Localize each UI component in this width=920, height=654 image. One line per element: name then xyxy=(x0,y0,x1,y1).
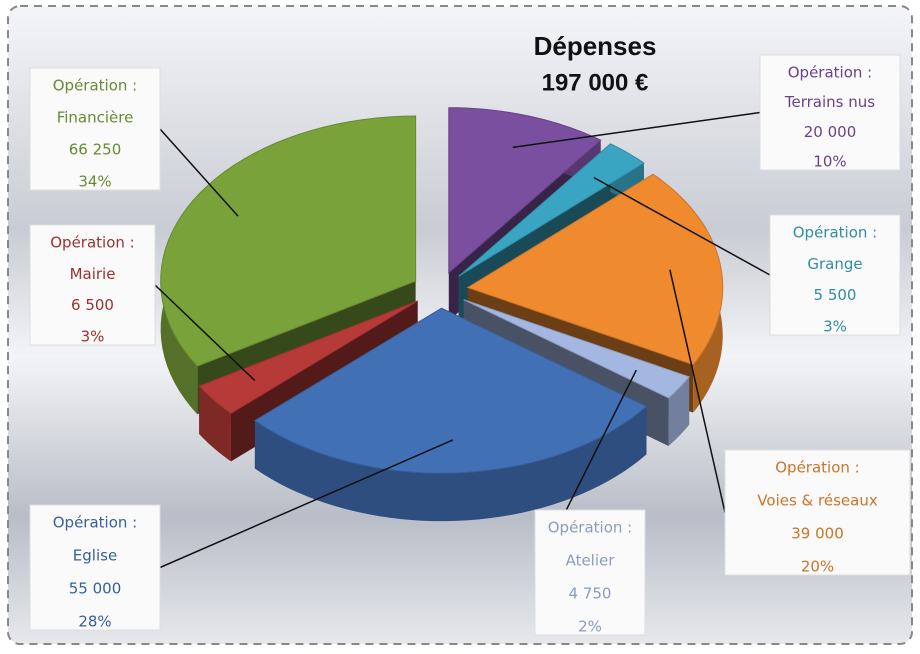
category-label: Mairie xyxy=(70,265,116,283)
category-label: Terrains nus xyxy=(784,93,875,111)
slice xyxy=(198,300,418,414)
leader-line xyxy=(593,176,771,276)
percent-label: 20% xyxy=(801,558,834,576)
leader-line xyxy=(512,111,761,149)
percent-label: 2% xyxy=(578,618,602,636)
percent-label: 3% xyxy=(81,328,105,346)
leader-line xyxy=(669,269,726,513)
label-prefix: Opération : xyxy=(53,514,137,532)
category-label: Atelier xyxy=(566,552,616,570)
value-label: 6 500 xyxy=(71,296,114,314)
leader-line xyxy=(159,128,239,217)
label-prefix: Opération : xyxy=(793,224,877,242)
slice-side xyxy=(199,386,231,462)
label-prefix: Opération : xyxy=(775,459,859,477)
label-box xyxy=(29,504,161,631)
label-box xyxy=(724,449,911,576)
percent-label: 28% xyxy=(78,613,111,631)
leader-line xyxy=(159,439,454,569)
value-label: 20 000 xyxy=(804,123,857,141)
slice xyxy=(458,143,645,277)
percent-label: 10% xyxy=(813,153,846,171)
slice-side xyxy=(668,376,690,446)
slice-side xyxy=(254,406,647,522)
chart-subtitle: 197 000 € xyxy=(542,69,649,96)
category-label: Financière xyxy=(57,109,134,127)
value-label: 4 750 xyxy=(569,585,612,603)
label-box xyxy=(759,54,901,171)
value-label: 55 000 xyxy=(69,580,122,598)
label-box xyxy=(769,214,901,336)
value-label: 39 000 xyxy=(791,525,844,543)
label-prefix: Opération : xyxy=(53,77,137,95)
category-label: Eglise xyxy=(73,547,117,565)
label-box xyxy=(29,67,161,191)
label-prefix: Opération : xyxy=(50,234,134,252)
label-prefix: Opération : xyxy=(788,64,872,82)
slice xyxy=(160,115,417,367)
slice xyxy=(253,307,648,474)
value-label: 5 500 xyxy=(814,286,857,304)
slice xyxy=(463,299,690,399)
slice xyxy=(448,107,602,274)
slice xyxy=(466,173,724,366)
category-label: Grange xyxy=(807,255,862,273)
label-box xyxy=(534,509,646,636)
percent-label: 3% xyxy=(823,318,847,336)
category-label: Voies & réseaux xyxy=(757,492,878,510)
label-prefix: Opération : xyxy=(548,519,632,537)
value-label: 66 250 xyxy=(69,141,122,159)
leader-line xyxy=(154,284,256,381)
percent-label: 34% xyxy=(78,173,111,191)
label-box xyxy=(29,224,156,346)
chart-title: Dépenses xyxy=(534,31,657,61)
